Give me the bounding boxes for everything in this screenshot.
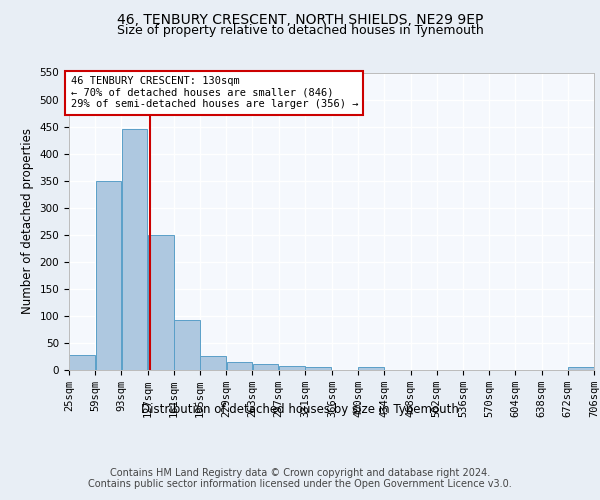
Bar: [95, 180, 121, 370]
Bar: [568, 368, 593, 370]
Y-axis label: Number of detached properties: Number of detached properties: [21, 128, 34, 314]
Text: Contains public sector information licensed under the Open Government Licence v3: Contains public sector information licen…: [88, 479, 512, 489]
Bar: [122, 130, 148, 370]
Text: Size of property relative to detached houses in Tynemouth: Size of property relative to detached ho…: [116, 24, 484, 37]
Text: 46, TENBURY CRESCENT, NORTH SHIELDS, NE29 9EP: 46, TENBURY CRESCENT, NORTH SHIELDS, NE2…: [117, 12, 483, 26]
Text: Distribution of detached houses by size in Tynemouth: Distribution of detached houses by size …: [141, 402, 459, 415]
Bar: [279, 366, 305, 370]
Bar: [174, 320, 200, 370]
Bar: [305, 367, 331, 370]
Bar: [358, 368, 384, 370]
Text: 46 TENBURY CRESCENT: 130sqm
← 70% of detached houses are smaller (846)
29% of se: 46 TENBURY CRESCENT: 130sqm ← 70% of det…: [71, 76, 358, 110]
Bar: [200, 356, 226, 370]
Bar: [70, 355, 95, 370]
Text: Contains HM Land Registry data © Crown copyright and database right 2024.: Contains HM Land Registry data © Crown c…: [110, 468, 490, 477]
Bar: [227, 362, 252, 370]
Bar: [148, 235, 173, 370]
Bar: [253, 364, 278, 370]
